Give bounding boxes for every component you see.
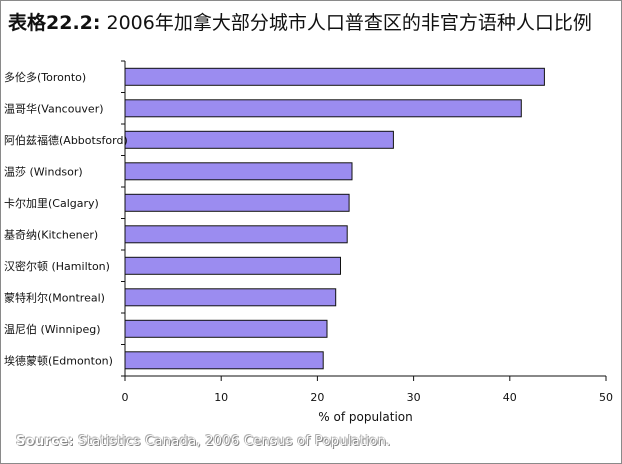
bar [124, 162, 353, 181]
x-tick-label: 30 [407, 391, 421, 404]
category-label: 温哥华(Vancouver) [4, 101, 104, 115]
source-label: Source: [16, 434, 74, 449]
category-label: 温莎 (Windsor) [4, 164, 83, 178]
category-label: 温尼伯 (Winnipeg) [4, 322, 101, 336]
category-label: 蒙特利尔(Montreal) [4, 290, 105, 304]
title-prefix: 表格22.2: [8, 12, 101, 34]
bar [124, 225, 348, 244]
bar [124, 130, 394, 149]
x-tick-label: 10 [214, 391, 228, 404]
x-tick-label: 40 [503, 391, 517, 404]
bar [124, 67, 545, 86]
category-label: 阿伯兹福德(Abbotsford) [4, 133, 128, 147]
x-tick-label: 50 [599, 391, 613, 404]
bar [124, 351, 324, 370]
category-label: 多伦多(Toronto) [4, 70, 86, 84]
x-tick-label: 0 [122, 391, 129, 404]
bar [124, 319, 328, 338]
x-axis-label: % of population [318, 410, 412, 424]
category-label: 基奇纳(Kitchener) [4, 228, 98, 241]
x-tick-label: 20 [310, 391, 324, 404]
chart-title: 表格22.2: 2006年加拿大部分城市人口普查区的非官方语种人口比例 [8, 8, 614, 38]
title-text: 2006年加拿大部分城市人口普查区的非官方语种人口比例 [106, 12, 592, 34]
bar [124, 288, 337, 307]
category-label: 汉密尔顿 (Hamilton) [4, 259, 110, 273]
source-note: Source: Statistics Canada, 2006 Census o… [16, 434, 391, 449]
bar [124, 99, 522, 118]
bar [124, 193, 350, 212]
bar [124, 256, 341, 275]
category-label: 埃德蒙顿(Edmonton) [4, 353, 113, 367]
category-label: 卡尔加里(Calgary) [4, 197, 99, 210]
source-text: Statistics Canada, 2006 Census of Popula… [78, 434, 391, 449]
